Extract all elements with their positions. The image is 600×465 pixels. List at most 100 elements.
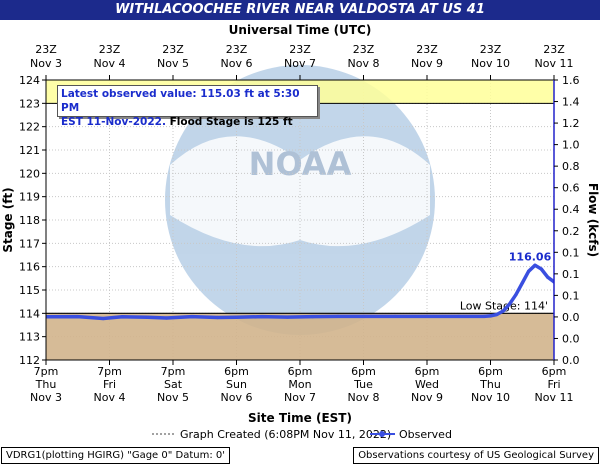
x2-tick-date: Nov 4 bbox=[94, 57, 126, 70]
peak-label: 116.06 ft bbox=[509, 250, 565, 263]
observed-point bbox=[393, 314, 397, 318]
y2-tick-label: 0.0 bbox=[562, 354, 580, 367]
observed-point bbox=[501, 309, 505, 313]
x2-tick-time: 23Z bbox=[35, 43, 57, 56]
x-tick-date: Nov 11 bbox=[535, 391, 574, 404]
observed-point bbox=[165, 316, 169, 320]
x-tick-day: Wed bbox=[415, 378, 439, 391]
observed-point bbox=[311, 315, 315, 319]
chart-title: WITHLACOOCHEE RIVER NEAR VALDOSTA AT US … bbox=[0, 0, 600, 20]
x2-tick-date: Nov 10 bbox=[471, 57, 510, 70]
y-tick-label: 117 bbox=[19, 237, 40, 250]
observed-point bbox=[495, 312, 499, 317]
observed-point bbox=[482, 314, 486, 318]
y-tick-label: 121 bbox=[19, 144, 40, 157]
x2-tick-date: Nov 9 bbox=[411, 57, 443, 70]
observed-point bbox=[425, 314, 429, 318]
credit-footer: Observations courtesy of US Geological S… bbox=[353, 447, 599, 464]
y2-tick-label: 0.1 bbox=[562, 246, 580, 259]
x-tick-date: Nov 6 bbox=[221, 391, 253, 404]
y2-tick-label: 0.0 bbox=[562, 311, 580, 324]
legend: Graph Created (6:08PM Nov 11, 2022) Obse… bbox=[152, 428, 452, 441]
x-tick-day: Sat bbox=[164, 378, 183, 391]
x2-tick-date: Nov 5 bbox=[157, 57, 189, 70]
y-axis-title: Stage (ft) bbox=[1, 187, 15, 252]
observed-point bbox=[559, 283, 562, 286]
y2-tick-label: 0.8 bbox=[562, 160, 580, 173]
x-tick-time: 7pm bbox=[34, 365, 59, 378]
x2-tick-date: Nov 11 bbox=[535, 57, 574, 70]
legend-observed: Observed bbox=[399, 428, 452, 441]
y-tick-label: 115 bbox=[19, 284, 40, 297]
y-tick-label: 119 bbox=[19, 191, 40, 204]
legend-graph-created: Graph Created (6:08PM Nov 11, 2022) bbox=[180, 428, 391, 441]
x2-tick-time: 23Z bbox=[353, 43, 375, 56]
x-tick-date: Nov 5 bbox=[157, 391, 189, 404]
x-tick-date: Nov 4 bbox=[94, 391, 126, 404]
latest-observed-date: EST 11-Nov-2022. bbox=[61, 116, 166, 128]
y-tick-label: 118 bbox=[19, 214, 40, 227]
observed-point bbox=[488, 314, 493, 318]
x2-tick-time: 23Z bbox=[480, 43, 502, 56]
x-tick-day: Sun bbox=[226, 378, 247, 391]
y-tick-label: 116 bbox=[19, 261, 40, 274]
observed-point bbox=[584, 288, 587, 291]
y2-tick-label: 0.2 bbox=[562, 225, 580, 238]
observed-point bbox=[457, 314, 461, 318]
x-tick-time: 6pm bbox=[415, 365, 440, 378]
x-tick-time: 6pm bbox=[542, 365, 567, 378]
y2-tick-label: 0.1 bbox=[562, 289, 580, 302]
latest-observed-text: Latest observed value: 115.03 ft at 5:30… bbox=[61, 88, 300, 114]
observed-point bbox=[546, 275, 550, 279]
x2-tick-date: Nov 8 bbox=[348, 57, 380, 70]
observed-point bbox=[215, 315, 220, 320]
x2-tick-date: Nov 3 bbox=[30, 57, 62, 70]
x2-tick-time: 23Z bbox=[289, 43, 311, 56]
y-tick-label: 124 bbox=[19, 74, 40, 87]
observed-point bbox=[571, 284, 574, 287]
y-tick-label: 113 bbox=[19, 331, 40, 344]
x-axis-title: Site Time (EST) bbox=[248, 411, 352, 425]
y2-tick-label: 1.0 bbox=[562, 139, 580, 152]
x-tick-day: Thu bbox=[479, 378, 501, 391]
observed-point bbox=[514, 293, 518, 297]
x2-tick-time: 23Z bbox=[99, 43, 121, 56]
x2-tick-date: Nov 6 bbox=[221, 57, 253, 70]
datum-footer: VDRG1(plotting HGIRG) "Gage 0" Datum: 0' bbox=[1, 447, 231, 464]
observed-series-line bbox=[46, 263, 554, 321]
x-tick-date: Nov 10 bbox=[471, 391, 510, 404]
x-tick-date: Nov 3 bbox=[30, 391, 62, 404]
x-tick-day: Fri bbox=[547, 378, 560, 391]
observed-point bbox=[336, 314, 340, 318]
observed-point bbox=[533, 263, 537, 267]
y2-tick-label: 0.1 bbox=[562, 268, 580, 281]
y2-tick-label: 1.2 bbox=[562, 117, 580, 130]
x-tick-time: 6pm bbox=[478, 365, 503, 378]
y2-tick-label: 0.0 bbox=[562, 332, 580, 345]
y2-tick-label: 1.4 bbox=[562, 96, 580, 109]
observed-point bbox=[539, 267, 543, 271]
y2-tick-label: 1.6 bbox=[562, 74, 580, 87]
low-stage-band bbox=[46, 313, 554, 360]
observed-point bbox=[285, 315, 289, 319]
x2-axis-title: Universal Time (UTC) bbox=[229, 23, 372, 37]
observed-point bbox=[190, 315, 194, 319]
x-tick-day: Mon bbox=[288, 378, 311, 391]
observed-point bbox=[520, 281, 524, 285]
x-tick-time: 7pm bbox=[161, 365, 186, 378]
observed-point bbox=[527, 269, 531, 273]
flood-stage-text: Flood Stage is 125 ft bbox=[169, 116, 293, 128]
observed-point bbox=[234, 315, 239, 319]
x2-tick-time: 23Z bbox=[416, 43, 438, 56]
x-tick-time: 6pm bbox=[351, 365, 376, 378]
observed-point bbox=[507, 302, 512, 306]
x2-tick-time: 23Z bbox=[226, 43, 248, 56]
x-tick-day: Tue bbox=[353, 378, 373, 391]
x-tick-time: 6pm bbox=[288, 365, 313, 378]
low-stage-label: Low Stage: 114' bbox=[460, 299, 548, 312]
observed-point bbox=[260, 315, 264, 319]
y2-tick-label: 0.4 bbox=[562, 203, 580, 216]
x-tick-day: Thu bbox=[35, 378, 57, 391]
observed-point bbox=[120, 315, 124, 319]
